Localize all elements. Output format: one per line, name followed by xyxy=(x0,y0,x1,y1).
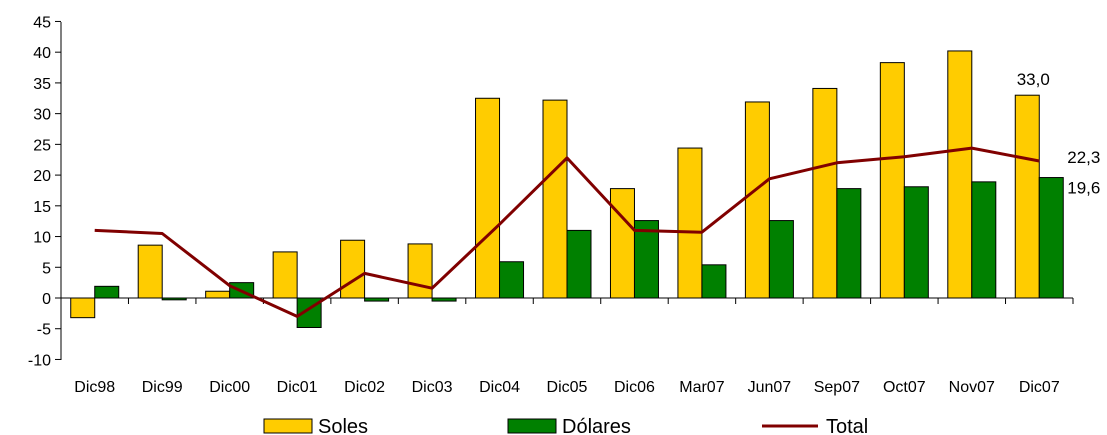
bar-dolares-dic06 xyxy=(633,220,659,299)
x-tick-label-nov07: Nov07 xyxy=(949,379,995,396)
legend-label-total: Total xyxy=(826,416,868,435)
bar-dolares-dic98 xyxy=(94,285,120,299)
y-axis: -10 -5 0 5 10 15 20 25 30 35 40 45 xyxy=(28,14,62,369)
x-tick-label-dic07: Dic07 xyxy=(1019,379,1060,396)
bar-dolares-mar07 xyxy=(701,264,727,299)
x-tick-label-dic99: Dic99 xyxy=(142,379,183,396)
y-tick-label: 45 xyxy=(33,14,51,31)
x-tick-label-mar07: Mar07 xyxy=(679,379,724,396)
x-tick-label-oct07: Oct07 xyxy=(883,379,926,396)
legend-label-soles: Soles xyxy=(318,416,368,435)
data-label-soles-dic07: 33,0 xyxy=(1017,70,1050,89)
x-tick-label-dic98: Dic98 xyxy=(74,379,115,396)
y-tick-label: 25 xyxy=(33,137,51,154)
bar-dolares-jun07 xyxy=(768,220,794,299)
y-tick-label: 15 xyxy=(33,199,51,216)
bar-dolares-nov07 xyxy=(971,181,997,299)
bar-soles-jun07 xyxy=(744,101,770,299)
legend-swatch-soles xyxy=(263,418,313,434)
x-tick-label-sep07: Sep07 xyxy=(814,379,860,396)
bar-dolares-sep07 xyxy=(836,188,862,299)
bar-dolares-oct07 xyxy=(903,186,929,299)
bar-soles-dic02 xyxy=(340,239,366,299)
bar-dolares-dic07 xyxy=(1038,177,1064,299)
bar-soles-nov07 xyxy=(947,50,973,299)
y-tick-label: -5 xyxy=(37,322,51,339)
x-tick-label-dic05: Dic05 xyxy=(547,379,588,396)
bar-dolares-dic05 xyxy=(566,229,592,299)
total-line xyxy=(94,146,1040,318)
bar-soles-dic98 xyxy=(70,297,96,319)
x-axis: Dic98 Dic99 Dic00 Dic01 Dic02 Dic03 Dic04 Dic05… xyxy=(60,297,1074,396)
bar-soles-dic03 xyxy=(407,243,433,299)
x-tick-label-dic01: Dic01 xyxy=(277,379,318,396)
bar-soles-dic07 xyxy=(1014,94,1040,299)
line-total xyxy=(94,146,1040,318)
y-tick-label: 35 xyxy=(33,76,51,93)
x-tick-label-dic04: Dic04 xyxy=(479,379,520,396)
y-tick-label: 0 xyxy=(42,291,51,308)
legend-swatch-dolares xyxy=(507,418,557,434)
bar-soles-oct07 xyxy=(879,62,905,299)
y-tick-label: 40 xyxy=(33,45,51,62)
legend: Soles Dólares Total xyxy=(263,416,868,435)
y-tick-label: 20 xyxy=(33,168,51,185)
bar-soles-dic99 xyxy=(137,244,163,299)
x-tick-label-dic00: Dic00 xyxy=(209,379,250,396)
bar-soles-sep07 xyxy=(812,87,838,299)
x-tick-label-jun07: Jun07 xyxy=(748,379,792,396)
bar-soles-dic04 xyxy=(475,97,501,299)
y-tick-label: -10 xyxy=(28,352,51,369)
data-label-dolares-dic07: 19,6 xyxy=(1067,179,1100,198)
x-tick-label-dic06: Dic06 xyxy=(614,379,655,396)
bar-dolares-dic04 xyxy=(499,261,525,299)
bar-soles-dic05 xyxy=(542,99,568,299)
x-tick-label-dic02: Dic02 xyxy=(344,379,385,396)
y-tick-label: 10 xyxy=(33,230,51,247)
bars xyxy=(70,50,1064,328)
bar-soles-dic00 xyxy=(205,290,231,299)
data-label-total-dic07: 22,3 xyxy=(1067,148,1100,167)
bar-soles-dic06 xyxy=(609,188,635,299)
legend-label-dolares: Dólares xyxy=(562,416,631,435)
bar-soles-mar07 xyxy=(677,147,703,299)
bar-soles-dic01 xyxy=(272,251,298,299)
y-tick-label: 30 xyxy=(33,107,51,124)
data-labels: 33,0 22,3 19,6 xyxy=(1017,70,1101,197)
y-tick-label: 5 xyxy=(42,260,51,277)
x-tick-label-dic03: Dic03 xyxy=(412,379,453,396)
